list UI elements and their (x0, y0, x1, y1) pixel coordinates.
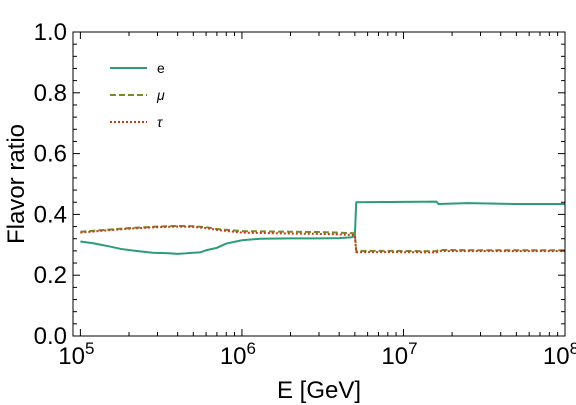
legend-label: e (157, 60, 165, 76)
series-line-3 (80, 225, 565, 254)
y-tick-label: 0.2 (34, 262, 67, 289)
y-tick-label: 0.8 (34, 80, 67, 107)
legend-label: μ (156, 87, 165, 103)
legend-label: τ (157, 114, 163, 130)
x-tick-label: 107 (381, 339, 417, 370)
labels-layer: 0.0 0.2 0.4 0.6 0.8 1.0 105 106 107 108 (34, 19, 576, 370)
x-axis-title: E [GeV] (277, 377, 361, 404)
plot-frame (72, 31, 566, 337)
y-tick-label: 0.6 (34, 141, 67, 168)
y-tick-label: 0.4 (34, 201, 67, 228)
y-tick-label: 0.0 (34, 323, 67, 350)
y-axis-title: Flavor ratio (3, 124, 30, 244)
x-tick-label: 105 (58, 339, 94, 370)
series-line-1 (80, 200, 565, 255)
legend: eμτ (110, 60, 165, 130)
x-tick-label: 108 (543, 339, 576, 370)
x-tick-label: 106 (220, 339, 256, 370)
y-tick-label: 1.0 (34, 19, 67, 46)
series-layer (80, 200, 565, 255)
ticks-layer (72, 31, 566, 337)
